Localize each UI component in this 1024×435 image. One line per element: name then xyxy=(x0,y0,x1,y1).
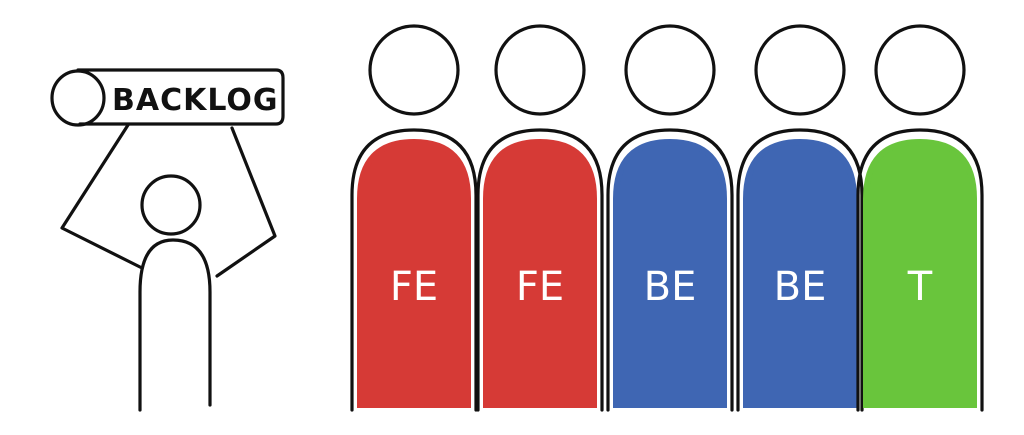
team-member-head xyxy=(624,24,716,116)
team-member-role-label: FE xyxy=(390,264,438,310)
team-member-head xyxy=(368,24,460,116)
team-member-head xyxy=(874,24,966,116)
team-member-body xyxy=(856,128,984,412)
left-arm xyxy=(60,123,144,270)
product-owner-head xyxy=(140,174,202,236)
team-member-body xyxy=(350,128,478,412)
team-member-role-label: BE xyxy=(774,264,827,310)
team-member-fill xyxy=(357,139,471,408)
team-member: FE xyxy=(476,24,604,412)
team-member-body xyxy=(606,128,734,412)
team-member-head xyxy=(494,24,586,116)
team-member-role-label: BE xyxy=(644,264,697,310)
product-owner-body xyxy=(138,238,212,412)
team-member: FE xyxy=(350,24,478,412)
team-member-fill xyxy=(743,139,857,408)
team-member: BE xyxy=(606,24,734,412)
team-member-role-label: FE xyxy=(516,264,564,310)
team-member-body xyxy=(476,128,604,412)
backlog-scroll-roll xyxy=(50,69,106,127)
team-member-body xyxy=(736,128,864,412)
team-members: FE FE BE BE T xyxy=(350,24,984,412)
team-member-role-label: T xyxy=(907,264,933,310)
right-arm xyxy=(215,126,277,278)
team-member-fill xyxy=(483,139,597,408)
team-member-fill xyxy=(613,139,727,408)
backlog-label: BACKLOG xyxy=(112,83,279,118)
team-member-fill xyxy=(863,139,977,408)
backlog-scroll-body xyxy=(76,68,285,126)
team-member: BE xyxy=(736,24,864,412)
product-owner-figure: BACKLOG xyxy=(50,68,285,412)
team-member-head xyxy=(754,24,846,116)
team-member: T xyxy=(856,24,984,412)
